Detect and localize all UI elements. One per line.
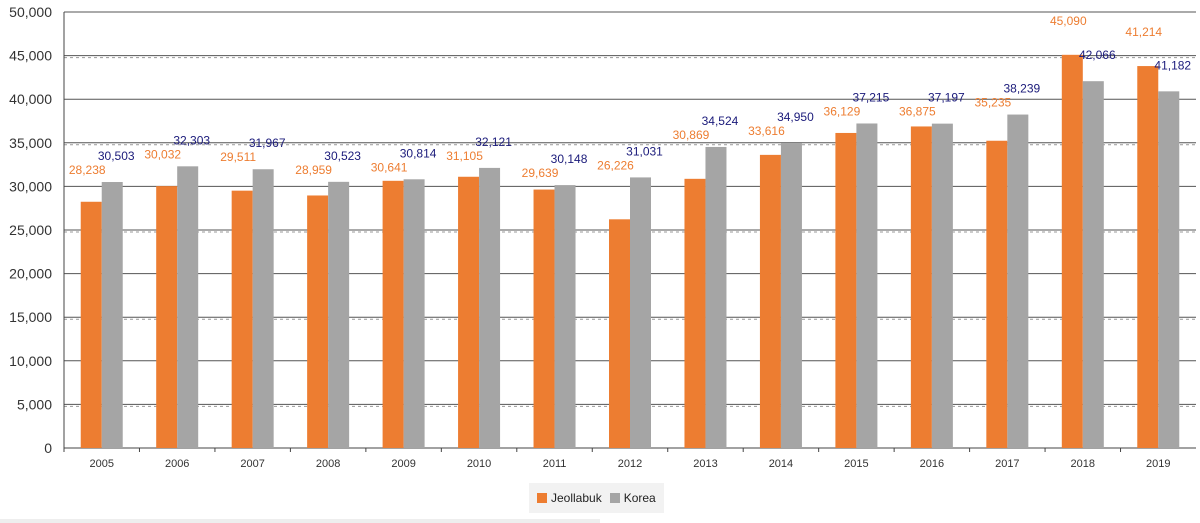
data-label-jeollabuk: 30,869	[673, 128, 710, 142]
bar-korea	[630, 177, 651, 449]
data-label-korea: 41,182	[1154, 58, 1191, 72]
bar-korea	[931, 123, 953, 449]
data-label-jeollabuk: 31,105	[446, 149, 483, 163]
data-label-korea: 42,066	[1079, 48, 1116, 62]
data-label-jeollabuk: 41,214	[1125, 25, 1162, 39]
bar-korea	[1082, 81, 1104, 448]
x-tick-label: 2008	[316, 458, 340, 470]
bar-korea	[252, 169, 274, 449]
bar-korea	[856, 123, 878, 448]
legend-swatch-korea	[609, 493, 620, 503]
y-tick-label: 15,000	[9, 309, 52, 325]
x-tick-label: 2017	[995, 458, 1019, 470]
y-tick-label: 40,000	[9, 91, 52, 107]
x-tick-label: 2009	[391, 458, 415, 470]
legend-label-korea: Korea	[623, 491, 656, 505]
data-label-korea: 31,031	[626, 144, 663, 158]
y-tick-label: 35,000	[9, 135, 52, 151]
y-tick-label: 30,000	[9, 178, 52, 194]
data-label-korea: 34,950	[777, 110, 814, 124]
bar-jeollabuk	[835, 132, 857, 448]
data-label-jeollabuk: 35,235	[974, 96, 1011, 110]
bar-korea	[328, 181, 350, 448]
data-label-korea: 32,303	[173, 133, 210, 147]
bar-jeollabuk	[382, 180, 404, 448]
data-label-korea: 30,148	[551, 152, 588, 166]
bar-jeollabuk	[307, 195, 329, 448]
bar-jeollabuk	[156, 186, 178, 448]
bar-jeollabuk	[684, 178, 706, 448]
x-tick-label: 2015	[844, 458, 868, 470]
y-tick-label: 10,000	[9, 353, 52, 369]
data-label-jeollabuk: 26,226	[597, 158, 634, 172]
x-tick-label: 2013	[693, 458, 717, 470]
x-tick-label: 2018	[1071, 458, 1095, 470]
legend-label-jeollabuk: Jeollabuk	[551, 491, 602, 505]
data-label-korea: 37,197	[928, 91, 965, 105]
x-tick-label: 2012	[618, 458, 642, 470]
data-label-jeollabuk: 36,875	[899, 105, 936, 119]
bar-jeollabuk	[1137, 66, 1159, 449]
data-label-korea: 30,523	[324, 149, 361, 163]
x-tick-label: 2007	[240, 458, 264, 470]
data-label-jeollabuk: 29,511	[220, 150, 256, 164]
data-label-jeollabuk: 36,129	[824, 104, 861, 118]
x-tick-label: 2011	[543, 458, 567, 470]
y-tick-label: 5,000	[17, 396, 52, 412]
bar-korea	[554, 185, 576, 448]
data-label-korea: 30,814	[400, 146, 437, 160]
data-label-korea: 38,239	[1003, 82, 1040, 96]
data-label-jeollabuk: 30,641	[371, 160, 408, 174]
y-tick-label: 0	[44, 440, 52, 456]
data-label-korea: 37,215	[853, 90, 890, 104]
bar-korea	[101, 182, 123, 448]
bar-jeollabuk	[986, 140, 1008, 448]
data-label-jeollabuk: 28,959	[295, 163, 332, 177]
y-tick-label: 25,000	[9, 222, 52, 238]
y-tick-label: 50,000	[9, 4, 52, 20]
bar-jeollabuk	[609, 219, 630, 448]
bar-korea	[403, 179, 425, 448]
x-tick-label: 2019	[1146, 458, 1170, 470]
x-tick-label: 2010	[467, 458, 491, 470]
bar-jeollabuk	[533, 189, 555, 448]
y-tick-label: 20,000	[9, 266, 52, 282]
x-tick-label: 2005	[89, 458, 113, 470]
data-label-korea: 34,524	[702, 114, 739, 128]
bar-korea	[177, 166, 199, 448]
bar-jeollabuk	[80, 201, 102, 448]
data-label-korea: 32,121	[475, 135, 512, 149]
x-tick-label: 2016	[920, 458, 944, 470]
data-label-jeollabuk: 45,090	[1050, 14, 1087, 28]
data-label-korea: 31,967	[249, 136, 286, 150]
legend-item-korea: Korea	[609, 491, 656, 505]
legend-item-jeollabuk: Jeollabuk	[537, 491, 602, 505]
bar-jeollabuk	[910, 126, 932, 448]
bar-jeollabuk	[231, 190, 253, 449]
data-label-jeollabuk: 28,238	[69, 163, 106, 177]
x-tick-label: 2014	[769, 458, 793, 470]
bar-jeollabuk	[1061, 54, 1083, 449]
data-label-jeollabuk: 33,616	[748, 124, 785, 138]
bar-jeollabuk	[759, 154, 781, 449]
bar-korea	[1007, 114, 1029, 449]
x-tick-label: 2006	[165, 458, 189, 470]
data-label-korea: 30,503	[98, 149, 135, 163]
bar-korea	[705, 146, 727, 448]
y-tick-label: 45,000	[9, 48, 52, 64]
legend: Jeollabuk Korea	[529, 483, 664, 513]
bar-korea	[1158, 91, 1180, 449]
bar-korea	[479, 167, 501, 448]
data-label-jeollabuk: 29,639	[522, 166, 559, 180]
data-label-jeollabuk: 30,032	[144, 147, 181, 161]
bar-korea	[780, 143, 802, 448]
bottom-strip	[0, 519, 600, 523]
bar-jeollabuk	[458, 176, 480, 448]
legend-swatch-jeollabuk	[537, 493, 547, 503]
